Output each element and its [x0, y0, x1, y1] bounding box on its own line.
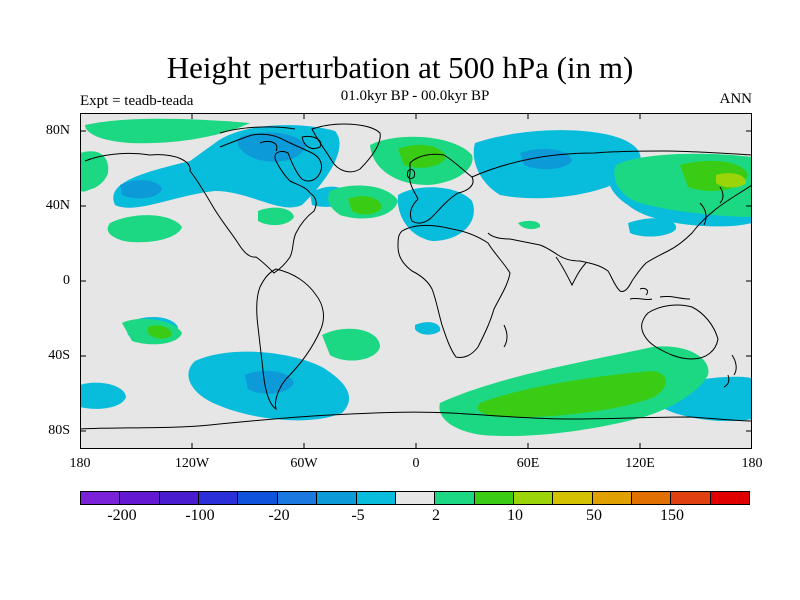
newzealand-coast — [723, 354, 737, 388]
japan-coast — [699, 186, 724, 226]
coastlines — [80, 123, 752, 430]
legend-color-box — [592, 492, 633, 504]
legend-color-box — [710, 492, 750, 504]
lon-label-0: 0 — [412, 456, 420, 471]
siberia-core — [520, 148, 572, 170]
north-atlantic-mid — [348, 196, 382, 215]
lon-label-120w: 120W — [174, 456, 210, 471]
alaska-core — [120, 180, 162, 199]
antarctica-coast — [80, 411, 752, 430]
experiment-label: Expt = teadb-teada — [80, 93, 194, 109]
lon-label-60w: 60W — [290, 456, 318, 471]
legend-color-box — [238, 492, 278, 504]
siberia-strong — [716, 173, 746, 188]
season-label: ANN — [719, 91, 753, 107]
north-pacific-pos — [107, 215, 182, 243]
southwest-pacific-neg — [80, 382, 126, 409]
pacific-east-neg — [628, 218, 677, 237]
greenland-coast — [311, 123, 381, 173]
madagascar-coast — [503, 324, 508, 348]
legend-color-box — [632, 492, 672, 504]
legend-color-box — [435, 492, 475, 504]
australia-coast — [641, 304, 719, 360]
legend-color-box — [671, 492, 711, 504]
legend-color-box — [395, 492, 436, 504]
india-coast — [555, 256, 587, 287]
lon-label-120e: 120E — [625, 456, 655, 471]
legend-label-neg200: -200 — [107, 507, 137, 524]
chart-subtitle: 01.0kyr BP - 00.0kyr BP — [340, 88, 490, 104]
legend-color-box — [317, 492, 357, 504]
mediterranean-pos — [518, 220, 541, 230]
legend-color-box — [199, 492, 239, 504]
chart-title: Height perturbation at 500 hPa (in m) — [166, 50, 634, 85]
canadian-arctic-coast — [219, 126, 322, 152]
uk-coast — [407, 168, 415, 180]
legend-color-box — [356, 492, 396, 504]
legend-color-box — [474, 492, 514, 504]
asia-coast — [471, 150, 752, 292]
central-pacific-mid — [148, 325, 172, 339]
south-atlantic-neg — [415, 322, 441, 335]
legend-color-box — [120, 492, 160, 504]
legend-color-box — [159, 492, 200, 504]
southern-ocean-mid — [477, 371, 666, 418]
lon-label-180w: 180 — [69, 456, 91, 471]
south-america-coast — [256, 268, 324, 411]
legend-color-box — [81, 492, 121, 504]
south-atlantic-pos — [322, 328, 380, 361]
positive-strong-anomalies — [716, 173, 746, 188]
lat-label-80s: 80S — [48, 423, 70, 438]
legend-color-box — [513, 492, 554, 504]
legend-label-50: 50 — [586, 507, 602, 524]
south-america-core — [245, 370, 294, 394]
legend-label-neg20: -20 — [268, 507, 290, 524]
europe-coast — [409, 153, 474, 224]
lat-label-40n: 40N — [45, 198, 70, 213]
lat-label-40s: 40S — [48, 348, 70, 363]
indonesia-coast — [629, 288, 691, 301]
legend-label-2: 2 — [432, 507, 440, 524]
legend-color-box — [277, 492, 318, 504]
north-america-coast — [84, 133, 323, 274]
east-pacific-pos — [80, 162, 96, 192]
legend-label-10: 10 — [507, 507, 523, 524]
lat-label-0: 0 — [63, 273, 70, 288]
us-east-pos — [258, 207, 294, 226]
lon-label-180e: 180 — [741, 456, 763, 471]
map-panel — [80, 113, 752, 449]
legend-label-neg5: -5 — [351, 507, 365, 524]
lon-label-60e: 60E — [516, 456, 540, 471]
legend-color-box — [553, 492, 593, 504]
africa-coast — [397, 225, 511, 358]
legend-label-150: 150 — [660, 507, 684, 524]
legend-label-neg100: -100 — [185, 507, 215, 524]
color-legend — [80, 491, 750, 505]
arctic-pos — [85, 118, 250, 144]
lat-label-80n: 80N — [45, 123, 70, 138]
